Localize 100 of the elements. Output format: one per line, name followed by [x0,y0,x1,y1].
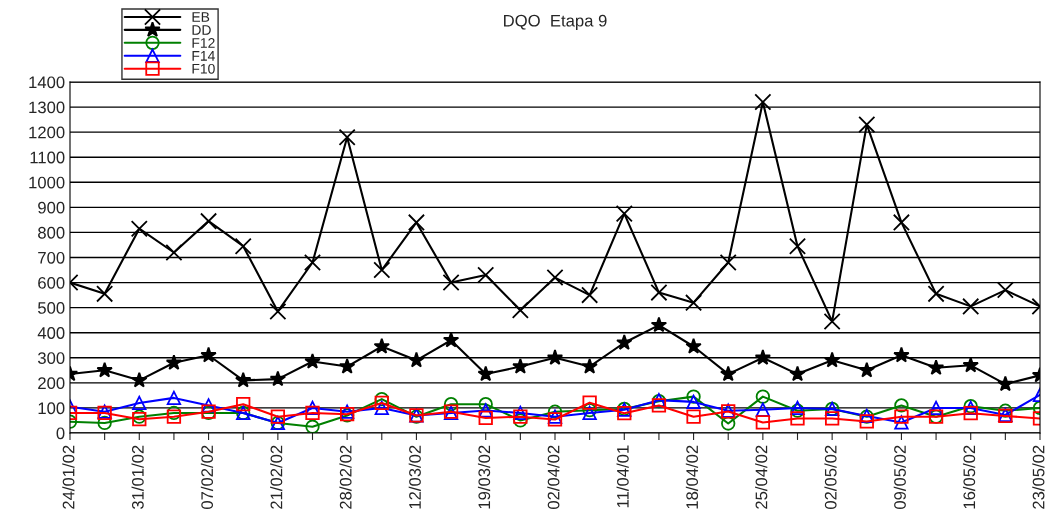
y-tick-label: 1300 [29,101,65,114]
point [755,402,771,417]
point [373,337,390,354]
point [858,116,876,134]
point [927,359,945,375]
point [408,351,425,368]
point [478,410,493,426]
point [790,411,805,426]
point [235,371,252,388]
point [754,93,772,111]
x-tick-label: 28/02/02 [339,445,352,509]
point [755,415,771,430]
point [615,205,633,223]
point [305,400,320,416]
point [443,397,459,412]
point [200,346,217,363]
point [374,391,389,407]
point [442,331,460,348]
y-tick-label: 200 [38,377,65,390]
point [928,400,944,416]
point [685,294,703,312]
point [581,358,598,374]
point [236,397,251,412]
point [893,346,910,363]
point [892,213,910,231]
point [927,285,945,303]
point [651,398,667,413]
point [686,409,701,424]
point [303,253,322,272]
point [963,406,978,421]
point [269,302,287,320]
legend-label: DD [192,25,211,35]
y-tick-label: 1200 [29,126,65,139]
point [755,389,771,404]
y-tick-label: 1000 [29,176,65,189]
legend-label: EB [192,12,210,22]
chart-title: DQO Etapa 9 [504,14,607,30]
x-tick-label: 25/04/02 [755,445,768,509]
point [997,375,1014,392]
point [650,284,668,302]
point [304,353,321,369]
point [721,416,736,431]
point [894,415,909,430]
legend-label: F14 [192,51,215,61]
x-tick-label: 24/01/02 [62,445,75,509]
y-tick-label: 400 [37,327,65,339]
point [338,128,356,146]
point [962,356,979,373]
point [894,409,909,424]
x-tick-label: 11/04/01 [616,445,629,508]
point [546,269,564,287]
point [166,409,182,424]
point [131,371,148,388]
point [824,411,840,426]
y-tick-label: 0 [56,427,65,440]
point [720,365,737,382]
point [513,409,528,424]
point [200,212,218,230]
x-tick-label: 18/04/02 [685,445,699,509]
point [96,361,113,378]
x-tick-label: 02/04/02 [547,445,560,510]
point [686,389,701,404]
point [477,266,495,284]
point [165,354,183,370]
y-tick-label: 900 [38,201,65,214]
point [305,405,320,421]
point [788,237,807,255]
point [686,394,701,410]
point [478,403,493,418]
y-tick-label: 600 [38,276,65,289]
y-tick-label: 100 [38,402,65,415]
legend-label: F12 [192,37,215,48]
point [130,220,148,238]
point [338,358,356,374]
x-tick-label: 21/02/02 [270,445,283,509]
point [270,409,286,424]
point [165,243,183,262]
x-tick-label: 19/03/02 [477,445,491,509]
point [132,395,147,411]
x-tick-label: 23/05/02 [1032,445,1045,509]
point [166,390,182,406]
point [789,365,806,382]
x-tick-label: 31/01/02 [131,445,144,510]
legend-label: F10 [192,63,215,74]
y-tick-label: 800 [38,226,65,239]
point [512,358,529,374]
point [546,349,564,365]
y-tick-label: 1400 [29,76,65,89]
point [617,406,632,421]
point [719,253,737,272]
x-tick-label: 02/05/02 [824,445,837,510]
point [511,301,529,319]
point [96,285,114,303]
point [201,398,216,413]
point [859,414,874,429]
point [962,297,980,315]
point [823,351,841,368]
x-tick-label: 12/03/02 [408,445,421,509]
point [685,337,702,354]
x-tick-label: 09/05/02 [893,445,906,510]
